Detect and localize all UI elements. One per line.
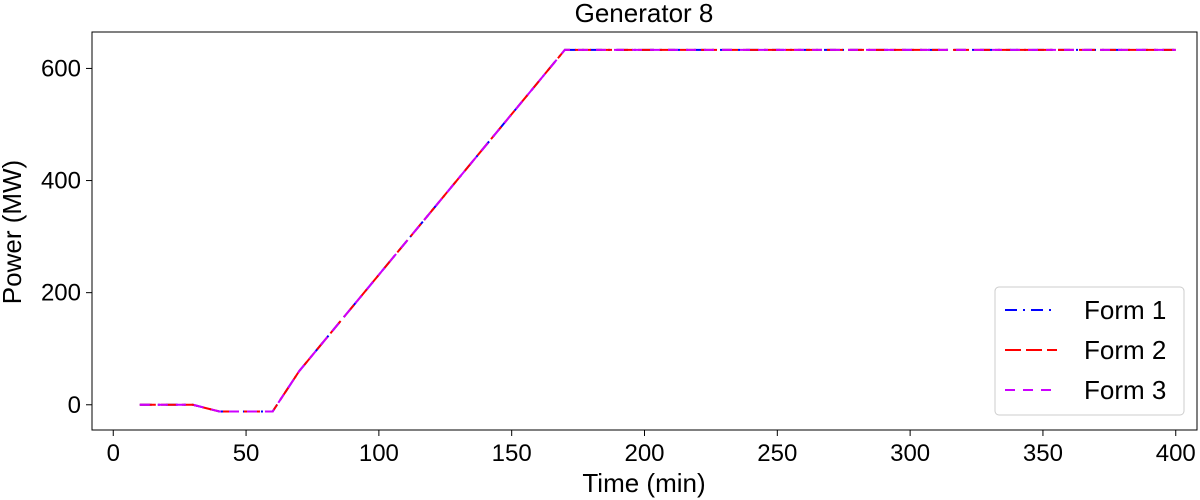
plot-area: 0 50 100 150 200 250 300 350 400 0 200 400 600 — [41, 31, 1198, 467]
legend-box — [994, 286, 1185, 416]
x-axis-label: Time (min) — [582, 468, 705, 498]
x-tick-label: 200 — [624, 440, 664, 467]
x-tick-label: 0 — [107, 440, 120, 467]
x-tick-label: 250 — [757, 440, 797, 467]
y-axis-label: Power (MW) — [0, 160, 27, 304]
legend: Form 1 Form 2 Form 3 — [994, 286, 1185, 416]
legend-label-form-2: Form 2 — [1084, 335, 1166, 365]
chart-title: Generator 8 — [575, 0, 714, 28]
x-tick-label: 150 — [492, 440, 532, 467]
x-tick-label: 300 — [890, 440, 930, 467]
y-tick-label: 400 — [41, 168, 81, 195]
y-tick-label: 600 — [41, 55, 81, 82]
y-tick-label: 200 — [41, 280, 81, 307]
x-tick-label: 100 — [359, 440, 399, 467]
legend-label-form-1: Form 1 — [1084, 295, 1166, 325]
x-tick-label: 350 — [1023, 440, 1063, 467]
series-line-form-3 — [139, 48, 1176, 413]
x-tick-label: 50 — [233, 440, 260, 467]
y-tick-label: 0 — [68, 392, 81, 419]
x-tick-label: 400 — [1156, 440, 1196, 467]
legend-label-form-3: Form 3 — [1084, 375, 1166, 405]
